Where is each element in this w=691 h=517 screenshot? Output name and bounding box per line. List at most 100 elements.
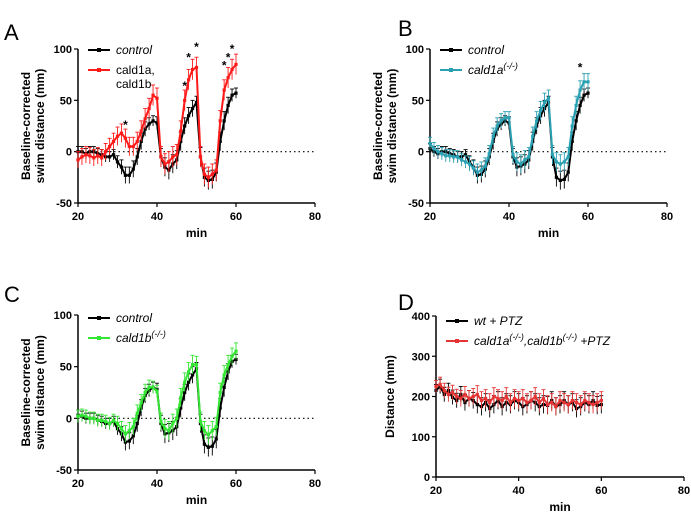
legend-text-part: control: [116, 311, 152, 325]
panel-letter: B: [398, 16, 413, 41]
x-axis-title: min: [538, 226, 559, 240]
legend-text-part: ,cald1b: [524, 334, 563, 348]
data-point: [194, 363, 199, 367]
data-point: [484, 396, 488, 401]
legend-label-line: cald1b: [116, 77, 152, 91]
data-point: [76, 158, 80, 162]
series-1: [434, 376, 604, 416]
data-point: [230, 93, 234, 97]
data-point: [210, 444, 214, 448]
data-point: [167, 160, 171, 164]
data-point: [475, 402, 479, 407]
data-point: [92, 416, 96, 420]
data-point: [143, 117, 147, 121]
data-point: [104, 150, 108, 154]
data-point: [206, 445, 210, 449]
data-point: [442, 388, 446, 393]
data-point: [127, 144, 131, 149]
data-point: [131, 434, 135, 438]
data-point: [438, 382, 442, 387]
data-point: [550, 153, 555, 157]
data-point: [96, 154, 100, 158]
data-point: [542, 100, 547, 104]
data-point: [88, 154, 92, 158]
data-point: [566, 155, 570, 159]
significance-star: *: [123, 118, 128, 132]
data-point: [483, 164, 487, 168]
data-point: [492, 394, 496, 399]
y-axis-title-line: swim distance (mm): [33, 69, 47, 184]
significance-star: *: [194, 40, 199, 54]
data-point: [541, 396, 546, 401]
y-tick-label: 200: [412, 392, 430, 404]
data-point: [450, 390, 455, 395]
data-point: [566, 402, 570, 407]
data-point: [151, 385, 155, 389]
x-tick-label: 40: [151, 211, 163, 223]
data-point: [495, 124, 499, 128]
data-point: [190, 106, 195, 111]
legend-marker: [449, 68, 453, 72]
legend-marker: [455, 339, 459, 343]
data-point: [127, 429, 131, 433]
x-tick-label: 80: [661, 211, 673, 223]
data-point: [582, 93, 586, 97]
significance-star: *: [182, 79, 187, 93]
data-point: [127, 173, 131, 177]
legend-text-part: control: [468, 43, 504, 57]
data-point: [214, 425, 218, 429]
data-point: [218, 406, 222, 410]
data-point: [108, 144, 112, 149]
data-point: [463, 392, 467, 397]
x-tick-label: 20: [72, 211, 84, 223]
x-tick-label: 60: [230, 478, 242, 490]
data-point: [210, 172, 214, 176]
data-point: [218, 390, 222, 395]
data-point: [108, 421, 112, 426]
series-0: [428, 87, 590, 190]
data-point: [198, 155, 203, 159]
data-point: [521, 396, 525, 401]
data-point: [100, 418, 104, 422]
legend-label: control: [468, 43, 504, 57]
data-point: [432, 146, 436, 151]
data-point: [523, 158, 527, 162]
data-point: [202, 429, 206, 433]
data-point: [139, 401, 143, 405]
chart-panel-d: D 0 100 200 300 400 20 40 60 80 min Distance (mm) wt…: [383, 290, 690, 514]
data-point: [467, 396, 471, 401]
legend-label: cald1a, cald1b: [116, 63, 155, 91]
data-point: [198, 419, 203, 424]
y-tick-label: 50: [60, 362, 72, 374]
data-point: [583, 398, 587, 403]
data-point: [578, 103, 582, 108]
data-point: [550, 400, 554, 405]
data-point: [499, 119, 503, 123]
y-tick-label: 400: [412, 311, 430, 323]
data-point: [434, 384, 438, 389]
data-point: [119, 131, 124, 135]
data-point: [190, 373, 195, 377]
legend-text-part: control: [116, 43, 152, 57]
y-axis-title-line: Baseline-corrected: [19, 338, 33, 446]
data-point: [230, 67, 234, 72]
x-tick-label: 40: [151, 478, 163, 490]
data-point: [179, 396, 183, 400]
data-point: [479, 168, 483, 172]
data-point: [151, 93, 155, 97]
data-point: [570, 398, 574, 403]
significance-star: *: [222, 59, 227, 73]
data-point: [179, 406, 183, 410]
x-tick-label: 20: [72, 478, 84, 490]
x-tick-label: 40: [503, 211, 515, 223]
data-point: [511, 153, 515, 157]
data-point: [491, 134, 495, 138]
data-point: [456, 155, 460, 159]
data-point: [159, 419, 163, 424]
data-point: [471, 394, 475, 399]
data-point: [115, 160, 120, 164]
panel-letter: D: [398, 290, 414, 315]
data-point: [123, 136, 127, 140]
legend-marker: [449, 48, 453, 52]
y-tick-label: 0: [418, 147, 424, 159]
